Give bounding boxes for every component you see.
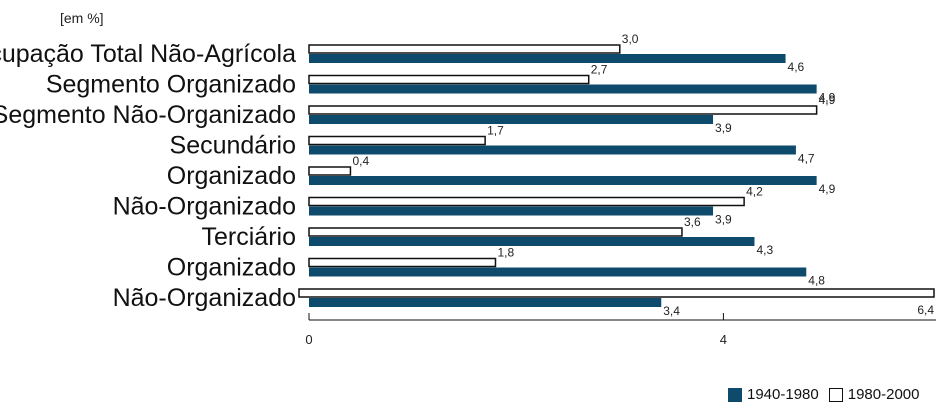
bar-1940-1980	[309, 54, 786, 63]
bar-1940-1980	[309, 145, 796, 155]
bar-1940-1980	[309, 298, 662, 307]
x-tick-label: 4	[720, 332, 727, 347]
bar-1980-2000	[298, 288, 935, 298]
value-label-1940-1980: 4,9	[819, 91, 836, 105]
value-label-1980-2000: 4,2	[746, 185, 763, 199]
value-label-1940-1980: 4,6	[788, 60, 805, 74]
value-label-1980-2000: 6,4	[917, 303, 934, 317]
legend-label-1980-2000: 1980-2000	[847, 386, 920, 403]
category-label: Segmento Não-Organizado	[0, 101, 296, 129]
category-label: Secundário	[170, 132, 296, 160]
legend-swatch-1940-1980	[728, 387, 742, 402]
legend: 1940-1980 1980-2000	[728, 386, 919, 403]
value-label-1980-2000: 3,0	[622, 32, 639, 46]
bar-1940-1980	[309, 84, 817, 94]
bar-1980-2000	[308, 196, 745, 207]
bar-1940-1980	[309, 115, 714, 124]
unit-label: [em %]	[60, 10, 104, 26]
value-label-1940-1980: 3,4	[663, 304, 680, 318]
value-label-1940-1980: 3,9	[715, 121, 732, 135]
bar-1980-2000	[308, 257, 497, 268]
bar-1980-2000	[308, 227, 683, 237]
value-label-1980-2000: 2,7	[591, 63, 608, 77]
bar-1980-2000	[308, 105, 818, 115]
category-label: Segmento Organizado	[46, 71, 296, 99]
category-label: Organizado	[167, 162, 296, 190]
value-label-1980-2000: 3,6	[684, 215, 701, 229]
value-label-1980-2000: 0,4	[352, 154, 369, 168]
bar-1980-2000	[308, 135, 486, 146]
x-tick-label: 0	[305, 332, 312, 347]
bar-1980-2000	[308, 44, 621, 54]
legend-label-1940-1980: 1940-1980	[747, 386, 819, 403]
value-label-1980-2000: 1,8	[497, 246, 514, 260]
bar-1980-2000	[308, 74, 590, 85]
category-label: Não-Organizado	[113, 284, 296, 312]
value-label-1940-1980: 3,9	[715, 213, 732, 227]
value-label-1940-1980: 4,3	[756, 243, 773, 257]
bar-1940-1980	[309, 237, 755, 246]
value-label-1980-2000: 1,7	[487, 124, 504, 138]
bar-chart: Ocupação Total Não-Agrícola 3,0 4,6 Segment…	[0, 32, 936, 347]
category-label: Organizado	[167, 254, 296, 282]
value-label-1940-1980: 4,9	[819, 182, 836, 196]
legend-swatch-1980-2000	[828, 387, 843, 402]
bar-1940-1980	[309, 206, 714, 216]
value-label-1940-1980: 4,7	[798, 152, 815, 166]
bar-1980-2000	[308, 166, 352, 176]
value-label-1940-1980: 4,8	[808, 274, 825, 288]
bar-1940-1980	[309, 267, 807, 277]
bar-1940-1980	[309, 176, 817, 185]
category-label: Não-Organizado	[113, 193, 296, 221]
category-label: Ocupação Total Não-Agrícola	[0, 40, 296, 68]
value-label-1980-2000: 4,9	[819, 93, 836, 107]
category-label: Terciário	[202, 223, 296, 251]
